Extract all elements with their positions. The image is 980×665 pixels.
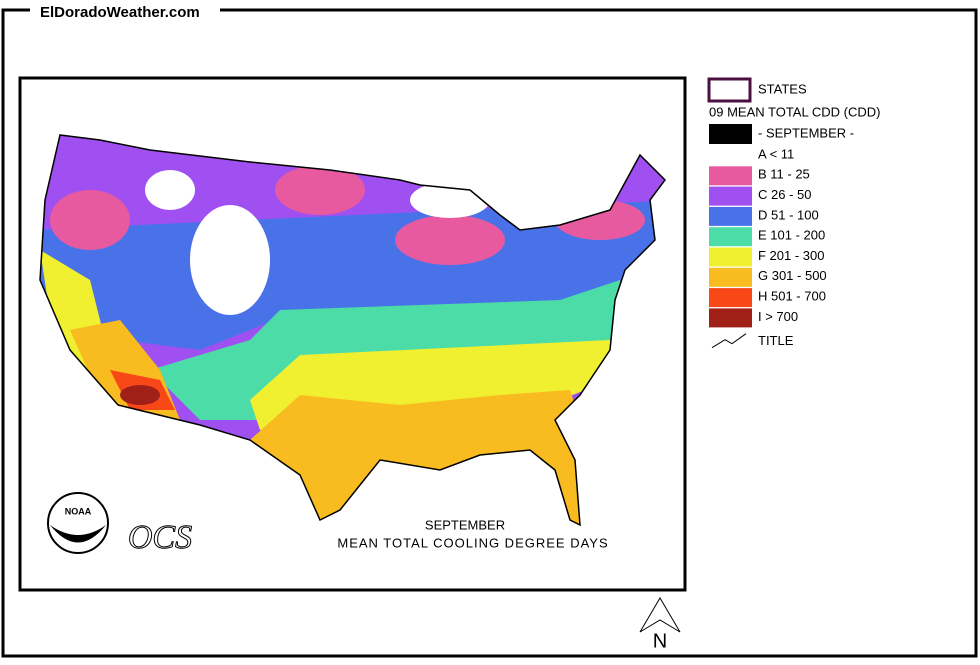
zone [275,165,365,215]
legend-swatch [709,166,752,186]
north-label: N [653,630,667,652]
legend-label: STATES [758,81,807,96]
legend-label: E 101 - 200 [758,228,825,243]
legend-swatch [709,308,752,328]
us-outline [39,134,666,527]
legend-variable: 09 MEAN TOTAL CDD (CDD) [709,104,880,119]
legend-label: B 11 - 25 [758,167,810,182]
legend: STATES 09 MEAN TOTAL CDD (CDD) - SEPTEMB… [707,77,880,349]
legend-label: D 51 - 100 [758,207,819,222]
legend-swatch [709,186,752,206]
title-icon [711,333,747,349]
north-arrow [639,597,681,633]
zone [410,182,490,218]
legend-label: C 26 - 50 [758,187,811,202]
frame [1,8,978,658]
map [40,135,665,525]
noaa-bird [50,525,106,543]
noaa-logo [47,492,109,554]
zone [190,205,270,315]
legend-swatch [709,206,752,226]
legend-swatch [709,288,752,308]
legend-label: H 501 - 700 [758,289,826,304]
legend-swatch [709,247,752,267]
zone [120,385,160,405]
site-title: ElDoradoWeather.com [40,4,200,21]
legend-swatch [709,146,752,165]
noaa-text: NOAA [65,506,92,516]
legend-label: F 201 - 300 [758,248,825,263]
zone [145,170,195,210]
legend-label: TITLE [758,333,794,348]
legend-label: A < 11 [758,146,794,161]
caption-line: SEPTEMBER [425,517,505,532]
legend-swatch [709,267,752,287]
legend-label: I > 700 [758,309,798,324]
title-gap [30,2,220,22]
legend-month: - SEPTEMBER - [758,125,854,140]
legend-label: G 301 - 500 [758,268,827,283]
month-swatch [709,124,752,144]
zone [395,215,505,265]
legend-swatch [709,227,752,247]
caption-line: MEAN TOTAL COOLING DEGREE DAYS [337,535,608,550]
ocs-text: OCS [128,519,192,556]
states-swatch [707,77,752,103]
zone [50,190,130,250]
